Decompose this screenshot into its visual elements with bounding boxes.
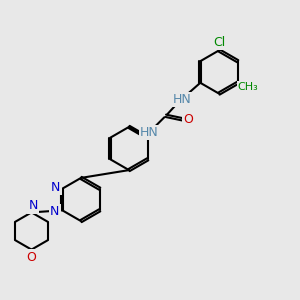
Text: HN: HN [173,93,192,106]
Text: O: O [27,250,36,264]
Text: N: N [28,199,38,212]
Text: N: N [51,181,60,194]
Text: O: O [183,113,193,126]
Text: N: N [50,205,59,218]
Text: HN: HN [140,126,159,139]
Text: Cl: Cl [213,35,225,49]
Text: CH₃: CH₃ [238,82,259,92]
